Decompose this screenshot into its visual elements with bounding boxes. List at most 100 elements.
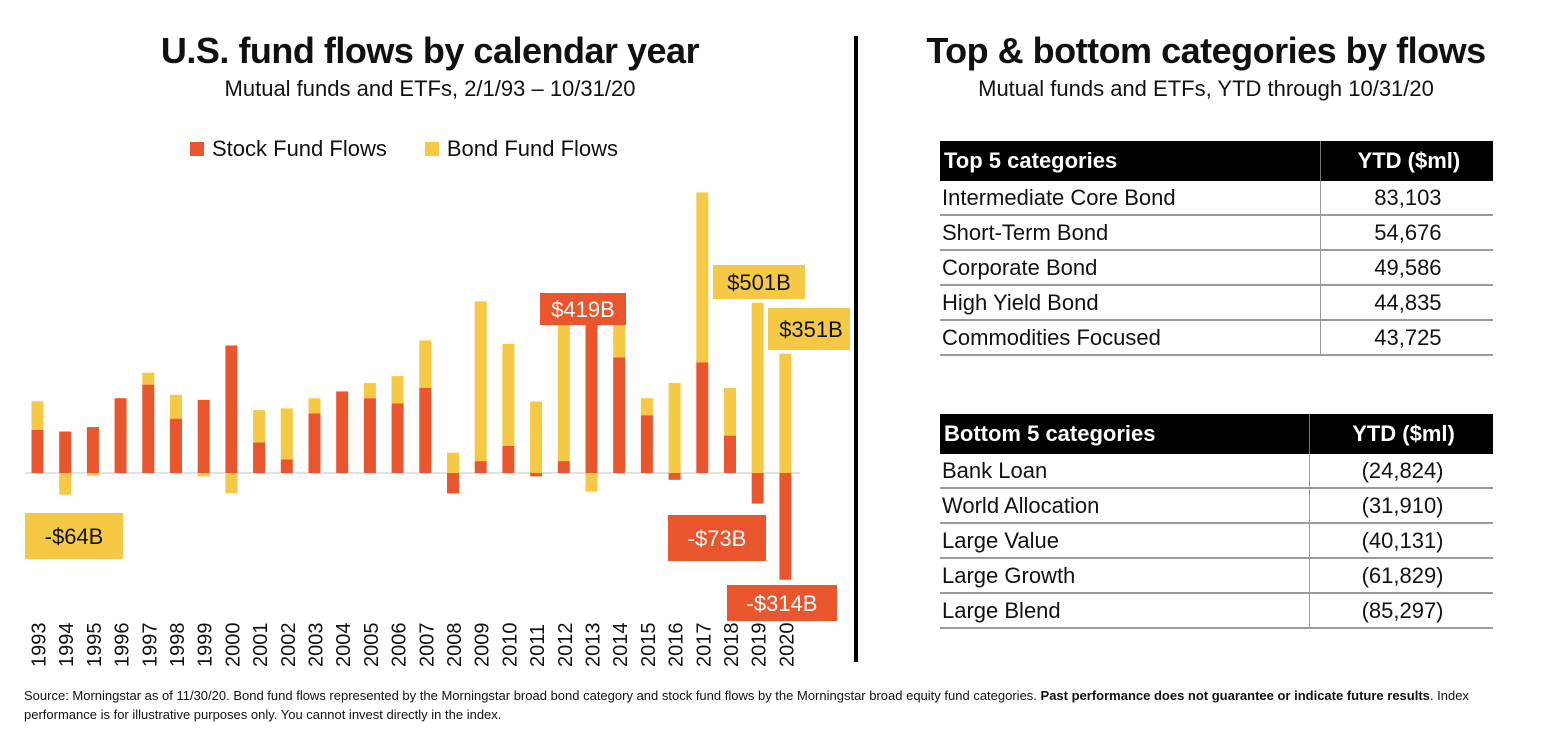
bond-bar-2018: [724, 388, 736, 436]
table-row: Bank Loan (24,824): [940, 454, 1493, 489]
table-header-row: Bottom 5 categories YTD ($ml): [940, 414, 1493, 454]
category-cell: Bank Loan: [940, 454, 1310, 489]
x-tick-label: 2014: [610, 623, 632, 668]
bond-bar-1993: [31, 401, 44, 430]
x-tick-label: 1994: [56, 623, 78, 668]
stock-bar-2016: [668, 473, 681, 480]
bottom-categories-table: Bottom 5 categories YTD ($ml) Bank Loan(…: [940, 414, 1493, 629]
annotation-label: $419B: [551, 297, 615, 322]
x-tick-label: 1993: [29, 623, 51, 668]
chart-legend: Stock Fund Flows Bond Fund Flows: [190, 136, 656, 162]
bond-bar-2006: [391, 376, 404, 404]
header-ytd: YTD ($ml): [1319, 141, 1493, 181]
x-tick-label: 2015: [638, 623, 660, 668]
bond-bar-2016: [668, 382, 681, 473]
x-tick-label: 1999: [195, 623, 217, 668]
stock-bar-1995: [86, 427, 99, 473]
table-row: Large Value (40,131): [940, 523, 1493, 559]
x-tick-label: 2007: [416, 623, 438, 668]
x-tick-label: 2005: [361, 623, 383, 668]
table-row: Short-Term Bond 54,676: [940, 215, 1493, 251]
x-tick-label: 2013: [583, 623, 605, 668]
stock-bar-2002: [280, 459, 293, 473]
chart-title: U.S. fund flows by calendar year: [160, 30, 700, 71]
table-header-row: Top 5 categories YTD ($ml): [940, 141, 1493, 181]
x-tick-label: 2004: [333, 623, 355, 668]
category-cell: Large Blend: [940, 593, 1310, 629]
top-categories-table: Top 5 categories YTD ($ml) Intermediate …: [940, 141, 1493, 356]
annotation-box: [668, 515, 766, 561]
chart-subtitle: Mutual funds and ETFs, 2/1/93 – 10/31/20: [224, 76, 636, 101]
legend-swatch-stock: [190, 142, 204, 156]
ytd-cell: 43,725: [1319, 320, 1493, 356]
stock-bar-2000: [225, 345, 238, 473]
category-cell: High Yield Bond: [940, 285, 1321, 321]
ytd-cell: (61,829): [1309, 558, 1493, 594]
annotation-label: -$73B: [688, 526, 747, 551]
stock-bar-2015: [640, 415, 653, 473]
table-row: Commodities Focused 43,725: [940, 320, 1493, 356]
bond-bar-2015: [640, 398, 653, 416]
bond-bar-2010: [502, 343, 515, 446]
x-tick-label: 1997: [139, 623, 161, 668]
x-tick-label: 2017: [693, 623, 715, 668]
bond-bar-2017: [696, 192, 709, 363]
annotation-label: $501B: [727, 270, 791, 295]
x-tick-label: 2002: [278, 623, 300, 668]
bond-bar-1998: [170, 394, 182, 419]
bond-bar-2011: [530, 401, 543, 473]
x-tick-label: 2012: [555, 623, 577, 668]
annotation-box: [540, 293, 626, 325]
x-tick-label: 2010: [499, 623, 521, 668]
table-row: Large Growth (61,829): [940, 558, 1493, 594]
bond-bar-2020: [779, 353, 792, 473]
header-ytd: YTD ($ml): [1309, 414, 1493, 454]
bond-bar-2019: [751, 302, 764, 473]
annotation-label: $351B: [779, 317, 843, 342]
ytd-cell: 54,676: [1319, 215, 1493, 251]
annotation-box: [713, 265, 805, 299]
annotation-label: -$314B: [747, 591, 818, 616]
stock-bar-2020: [779, 473, 792, 580]
stock-bar-2007: [419, 388, 432, 473]
ytd-cell: (40,131): [1309, 523, 1493, 559]
stock-bar-2006: [391, 403, 404, 473]
stock-bar-2005: [363, 398, 376, 473]
legend-item-stock: Stock Fund Flows: [190, 136, 387, 162]
stock-bar-1999: [197, 399, 210, 473]
bond-bar-2012: [557, 311, 570, 462]
tables-title: Top & bottom categories by flows: [926, 30, 1486, 71]
category-cell: Intermediate Core Bond: [940, 181, 1321, 216]
header-category: Top 5 categories: [940, 141, 1321, 181]
x-tick-label: 2000: [222, 623, 244, 668]
table-row: High Yield Bond 44,835: [940, 285, 1493, 321]
stock-bar-2014: [613, 357, 626, 473]
category-cell: Large Value: [940, 523, 1310, 559]
stock-bar-2012: [557, 461, 570, 473]
bond-bar-1995: [86, 473, 99, 476]
stock-bar-2004: [336, 391, 349, 473]
x-tick-label: 2019: [749, 623, 771, 668]
category-cell: Commodities Focused: [940, 320, 1321, 356]
stock-bar-2013: [585, 309, 598, 473]
x-tick-label: 2020: [776, 623, 798, 668]
legend-item-bond: Bond Fund Flows: [424, 136, 618, 162]
stock-bar-2010: [502, 445, 515, 473]
bond-bar-2013: [585, 473, 598, 492]
stock-bar-1993: [31, 429, 44, 473]
stock-bar-2001: [253, 442, 266, 473]
bond-bar-2000: [225, 473, 238, 494]
x-tick-label: 1998: [167, 623, 189, 668]
bond-bar-2009: [474, 301, 487, 462]
stock-bar-2011: [530, 473, 543, 477]
x-tick-label: 2016: [666, 623, 688, 668]
legend-swatch-bond: [424, 142, 439, 156]
table-row: Large Blend (85,297): [940, 593, 1493, 629]
table-row: World Allocation (31,910): [940, 488, 1493, 524]
bond-bar-2007: [419, 340, 432, 388]
category-cell: Corporate Bond: [940, 250, 1321, 286]
source-tail: . Index performance is for illustrative …: [24, 688, 1469, 722]
bond-bar-2001: [253, 410, 266, 443]
bond-bar-2003: [308, 398, 321, 414]
x-tick-label: 2018: [721, 623, 743, 668]
